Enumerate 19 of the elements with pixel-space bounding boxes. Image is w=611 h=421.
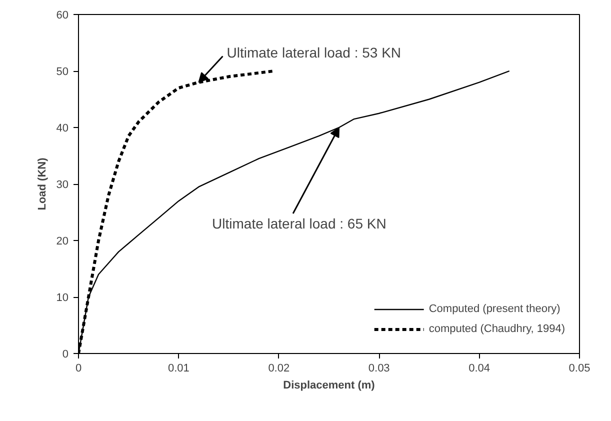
y-tick-label: 0 <box>62 348 69 360</box>
x-axis-title: Displacement (m) <box>283 380 376 392</box>
x-tick-label: 0.03 <box>368 362 390 374</box>
y-tick-label: 20 <box>56 236 69 248</box>
y-tick-label: 10 <box>56 292 69 304</box>
annotation: Ultimate lateral load : 65 KN <box>212 216 386 232</box>
legend-label: Computed (present theory) <box>428 303 560 315</box>
y-tick-label: 30 <box>56 179 69 191</box>
legend-label: computed (Chaudhry, 1994) <box>428 323 565 335</box>
x-tick-label: 0 <box>75 362 82 374</box>
x-tick-label: 0.01 <box>168 362 190 374</box>
y-tick-label: 50 <box>56 66 69 78</box>
y-axis-title: Load (KN) <box>36 157 48 210</box>
y-tick-label: 40 <box>56 122 69 134</box>
x-tick-label: 0.05 <box>568 362 590 374</box>
x-tick-label: 0.02 <box>268 362 290 374</box>
annotation: Ultimate lateral load : 53 KN <box>226 44 402 60</box>
y-tick-label: 60 <box>56 10 69 22</box>
x-tick-label: 0.04 <box>468 362 490 374</box>
